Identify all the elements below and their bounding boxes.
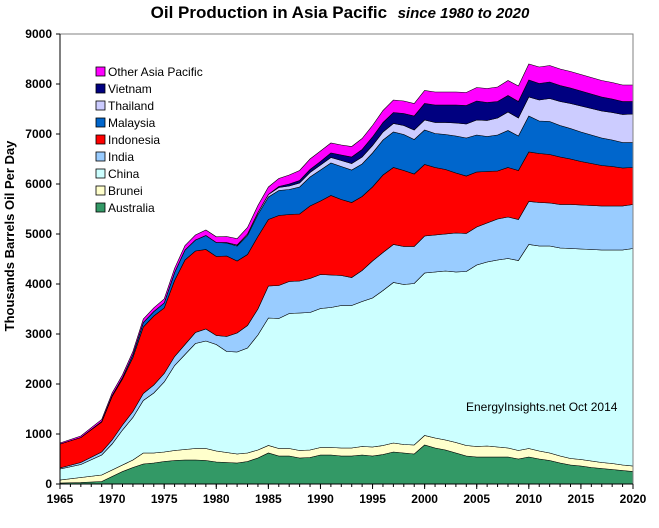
x-tick-label: 2000 [411,492,438,506]
y-tick-label: 5000 [25,227,52,241]
chart-title-main: Oil Production in Asia Pacific [151,3,387,22]
y-tick-label: 8000 [25,77,52,91]
plot-area [59,63,634,485]
chart-title-suffix: since 1980 to 2020 [398,5,530,22]
y-tick-label: 7000 [25,127,52,141]
legend-label-indonesia: Indonesia [108,133,160,147]
x-tick-label: 1965 [47,492,74,506]
x-tick-label: 2010 [515,492,542,506]
y-tick-label: 4000 [25,277,52,291]
y-tick-label: 3000 [25,327,52,341]
legend-label-india: India [108,150,134,164]
chart-annotation: EnergyInsights.net Oct 2014 [466,400,618,414]
y-tick-label: 2000 [25,377,52,391]
y-tick-label: 6000 [25,177,52,191]
legend-swatch-other-asia-pacific [95,66,106,77]
x-tick-label: 1970 [99,492,126,506]
legend-label-china: China [108,167,140,181]
x-tick-label: 2015 [568,492,595,506]
axes: 0 1000 2000 3000 4000 5000 6000 7000 8000 9000 196… [25,27,646,506]
x-tick-label: 2005 [463,492,490,506]
legend-label-thailand: Thailand [108,99,154,113]
legend-swatch-vietnam [95,83,106,94]
chart-title: Oil Production in Asia Pacific since 198… [151,3,530,22]
legend-swatch-china [95,168,106,179]
y-tick-label: 9000 [25,27,52,41]
x-tick-label: 2020 [620,492,647,506]
legend-swatch-india [95,151,106,162]
legend-swatch-malaysia [95,117,106,128]
legend-label-brunei: Brunei [108,184,143,198]
legend-swatch-thailand [95,100,106,111]
y-tick-label: 0 [45,477,52,491]
legend: Other Asia Pacific Vietnam Thailand Malaysi… [95,65,203,215]
x-tick-label: 1975 [151,492,178,506]
x-tick-label: 1990 [307,492,334,506]
y-tick-label: 1000 [25,427,52,441]
x-tick-label: 1980 [203,492,230,506]
legend-swatch-australia [95,202,106,213]
y-axis-label: Thousands Barrels Oil Per Day [2,140,17,332]
legend-label-vietnam: Vietnam [108,82,152,96]
legend-label-other-asia-pacific: Other Asia Pacific [108,65,203,79]
legend-label-australia: Australia [108,201,155,215]
x-tick-label: 1995 [359,492,386,506]
legend-swatch-brunei [95,185,106,196]
legend-label-malaysia: Malaysia [108,116,156,130]
x-tick-label: 1985 [255,492,282,506]
legend-swatch-indonesia [95,134,106,145]
